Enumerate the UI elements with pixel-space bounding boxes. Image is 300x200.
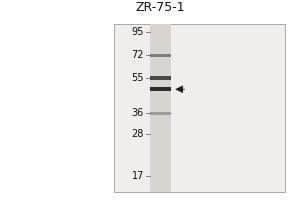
Text: 55: 55: [131, 73, 144, 83]
Text: ZR-75-1: ZR-75-1: [136, 1, 185, 14]
Bar: [150, 87, 171, 91]
Text: 72: 72: [131, 50, 144, 60]
Bar: [150, 54, 171, 57]
Text: 36: 36: [132, 108, 144, 118]
Bar: [114, 24, 285, 192]
Text: 17: 17: [132, 171, 144, 181]
Bar: [150, 24, 171, 192]
Text: 28: 28: [132, 129, 144, 139]
Text: 95: 95: [132, 27, 144, 37]
Bar: [150, 112, 171, 115]
Bar: [150, 76, 171, 80]
